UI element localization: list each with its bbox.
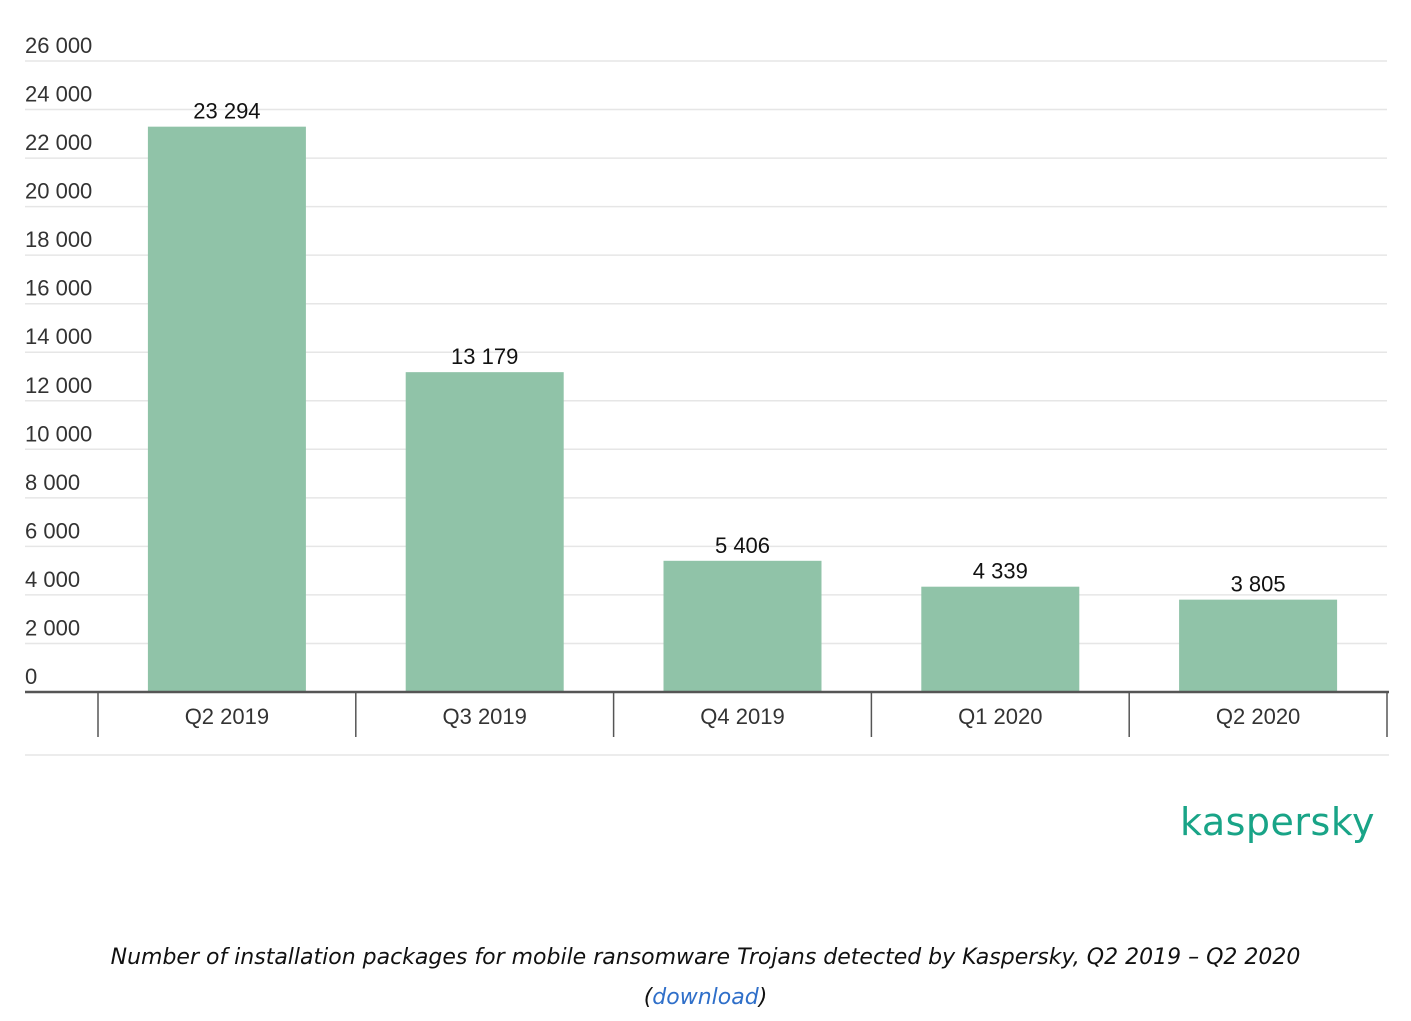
y-tick-label: 24 000 bbox=[25, 82, 92, 107]
bar bbox=[1179, 599, 1338, 692]
bar bbox=[921, 586, 1080, 692]
bar bbox=[147, 126, 306, 692]
kaspersky-logo: kaspersky bbox=[1180, 800, 1375, 844]
y-tick-label: 8 000 bbox=[25, 470, 80, 495]
figure-caption: Number of installation packages for mobi… bbox=[0, 938, 1411, 1018]
y-tick-label: 26 000 bbox=[25, 33, 92, 58]
x-axis bbox=[25, 690, 1389, 756]
bar-value-label: 5 406 bbox=[715, 533, 770, 558]
x-category-label: Q1 2020 bbox=[958, 704, 1042, 729]
y-tick-label: 18 000 bbox=[25, 227, 92, 252]
x-category-label: Q3 2019 bbox=[442, 704, 526, 729]
x-category-label: Q2 2020 bbox=[1216, 704, 1300, 729]
caption-text: Number of installation packages for mobi… bbox=[110, 945, 1301, 970]
bar-chart: 0 2 000 4 000 6 000 8 000 10 000 12 000 14 000 1… bbox=[25, 33, 1389, 756]
y-tick-label: 20 000 bbox=[25, 179, 92, 204]
y-axis-ticks: 0 2 000 4 000 6 000 8 000 10 000 12 000 14 000 1… bbox=[25, 33, 92, 689]
download-link[interactable]: download bbox=[652, 985, 759, 1010]
value-labels: 23 294 13 179 5 406 4 339 3 805 bbox=[193, 99, 1285, 597]
y-tick-label: 16 000 bbox=[25, 276, 92, 301]
x-category-label: Q2 2019 bbox=[185, 704, 269, 729]
y-tick-label: 0 bbox=[25, 664, 37, 689]
bars bbox=[147, 126, 1338, 692]
bar bbox=[405, 372, 564, 692]
caption-close-paren: ) bbox=[758, 985, 768, 1010]
bar bbox=[663, 560, 822, 692]
bar-value-label: 3 805 bbox=[1231, 572, 1286, 597]
y-tick-label: 12 000 bbox=[25, 373, 92, 398]
y-tick-label: 4 000 bbox=[25, 567, 80, 592]
bar-value-label: 4 339 bbox=[973, 559, 1028, 584]
y-tick-label: 2 000 bbox=[25, 615, 80, 640]
caption-open-paren: ( bbox=[643, 985, 653, 1010]
y-tick-label: 14 000 bbox=[25, 324, 92, 349]
bar-value-label: 23 294 bbox=[193, 99, 260, 124]
caption-download-line: (download) bbox=[0, 978, 1411, 1018]
x-category-label: Q4 2019 bbox=[700, 704, 784, 729]
y-tick-label: 6 000 bbox=[25, 518, 80, 543]
y-tick-label: 10 000 bbox=[25, 421, 92, 446]
y-tick-label: 22 000 bbox=[25, 130, 92, 155]
bar-value-label: 13 179 bbox=[451, 344, 518, 369]
x-axis-categories: Q2 2019 Q3 2019 Q4 2019 Q1 2020 Q2 2020 bbox=[97, 692, 1388, 737]
